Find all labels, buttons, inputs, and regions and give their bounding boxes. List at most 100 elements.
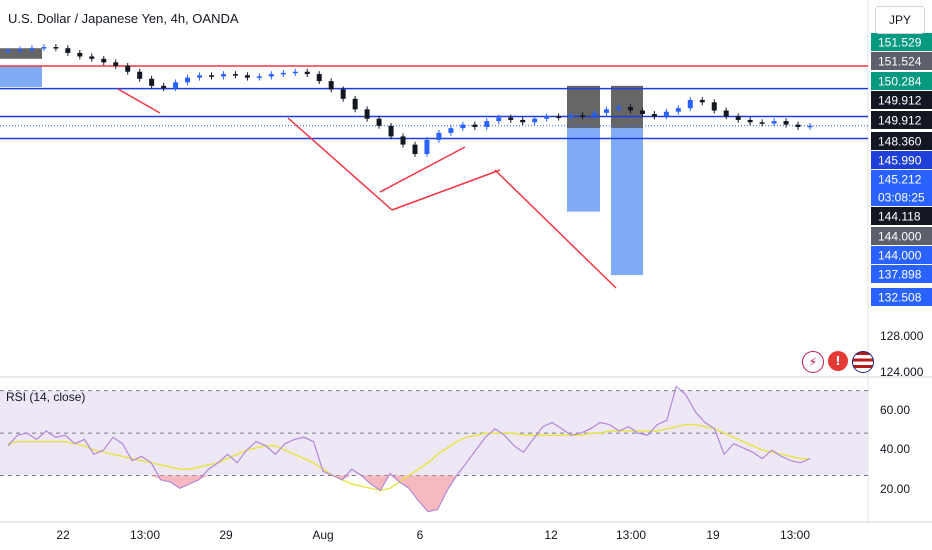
- price-label: 137.898: [878, 268, 922, 282]
- price-label-bg: [871, 52, 932, 70]
- candle-body: [723, 110, 729, 117]
- candle-body: [592, 112, 598, 117]
- candle-body: [735, 116, 741, 120]
- candle-body: [53, 47, 59, 49]
- candle-body: [65, 48, 71, 53]
- price-label: 145.990: [878, 154, 922, 168]
- candle-body: [472, 124, 478, 127]
- time-tick: 29: [219, 528, 233, 542]
- time-tick: 13:00: [616, 528, 646, 542]
- candle-body: [412, 144, 418, 155]
- candle-body: [795, 124, 801, 127]
- price-label-bg: [871, 265, 932, 283]
- candle-body: [340, 89, 346, 99]
- candle-body: [651, 114, 657, 117]
- price-label: 151.529: [878, 36, 922, 50]
- price-tick: 124.000: [880, 365, 924, 379]
- price-label-bg: [871, 33, 932, 51]
- candle-body: [759, 122, 765, 124]
- projection-line: [494, 169, 617, 289]
- candle-body: [5, 50, 11, 53]
- price-label: 144.118: [878, 210, 921, 224]
- candle-body: [173, 82, 179, 89]
- candle-body: [580, 115, 586, 117]
- event-icon[interactable]: !: [828, 351, 848, 371]
- price-label-bg: [871, 227, 932, 245]
- price-axis[interactable]: 151.529 151.524 150.284 149.912 149.912 148.3…: [871, 33, 932, 379]
- price-label: 149.912: [878, 94, 922, 108]
- candle-body: [352, 98, 358, 110]
- candle-body: [17, 49, 23, 51]
- candle-body: [137, 71, 143, 79]
- candle-body: [292, 71, 298, 74]
- channel-line: [391, 169, 501, 211]
- blue-zone: [567, 128, 600, 212]
- channel-line: [379, 146, 466, 193]
- price-label: 132.508: [878, 291, 922, 305]
- candle-body: [436, 132, 442, 140]
- price-label-bg: [871, 132, 932, 150]
- us-flag-icon[interactable]: [852, 351, 874, 373]
- lightning-icon[interactable]: ⚡: [802, 351, 824, 373]
- candle-body: [256, 76, 262, 78]
- zone-group: [0, 48, 643, 276]
- candle-body: [687, 99, 693, 109]
- candle-body: [556, 116, 562, 118]
- gray-zone: [567, 85, 600, 129]
- time-axis[interactable]: 22 13:00 29 Aug 6 12 13:00 19 13:00: [56, 528, 810, 542]
- candle-body: [220, 74, 226, 77]
- candle-body: [388, 125, 394, 137]
- candle-body: [771, 121, 777, 124]
- candle-body: [639, 110, 645, 115]
- rsi-ma-line: [7, 423, 810, 492]
- rsi-oversold-fill: [151, 475, 457, 512]
- candle-body: [699, 99, 705, 103]
- trend-drawings: [117, 88, 617, 289]
- gray-zone: [611, 85, 643, 129]
- candle-body: [364, 109, 370, 119]
- alert-icons: ⚡ !: [802, 351, 874, 373]
- price-label: 144.000: [878, 230, 922, 244]
- currency-button[interactable]: JPY: [875, 6, 925, 34]
- candle-body: [268, 74, 274, 77]
- candle-body: [197, 75, 203, 78]
- price-label-bg: [871, 151, 932, 169]
- rsi-tick: 20.00: [880, 482, 910, 496]
- candle-body: [424, 139, 430, 155]
- price-label: 145.212: [878, 173, 922, 187]
- candle-body: [77, 52, 83, 57]
- candle-series: [5, 44, 813, 157]
- candle-body: [627, 107, 633, 111]
- price-label-bg: [871, 246, 932, 264]
- price-label-bg: [871, 207, 932, 225]
- trend-line: [287, 117, 393, 211]
- candle-body: [615, 107, 621, 110]
- price-tick: 128.000: [880, 329, 924, 343]
- candle-body: [280, 72, 286, 75]
- candle-body: [448, 128, 454, 133]
- candle-body: [29, 48, 35, 50]
- price-label: 149.912: [878, 114, 922, 128]
- time-tick: 13:00: [130, 528, 160, 542]
- candle-body: [604, 109, 610, 113]
- price-label-bg: [871, 170, 932, 188]
- rsi-label: RSI (14, close): [6, 390, 86, 404]
- candle-body: [400, 136, 406, 145]
- candle-body: [532, 118, 538, 123]
- candle-body: [244, 75, 250, 78]
- candle-body: [663, 111, 669, 117]
- blue-zone: [0, 65, 42, 88]
- candle-body: [711, 102, 717, 111]
- price-label: 148.360: [878, 135, 922, 149]
- price-label: 151.524: [878, 55, 922, 69]
- candle-body: [508, 117, 514, 120]
- trend-line: [117, 88, 161, 114]
- rsi-panel: 60.00 40.00 20.00: [0, 385, 910, 513]
- time-tick: 22: [56, 528, 70, 542]
- price-label-bg: [871, 72, 932, 90]
- candle-body: [747, 119, 753, 123]
- gray-zone: [0, 48, 42, 59]
- candle-body: [807, 125, 813, 128]
- candle-body: [783, 121, 789, 125]
